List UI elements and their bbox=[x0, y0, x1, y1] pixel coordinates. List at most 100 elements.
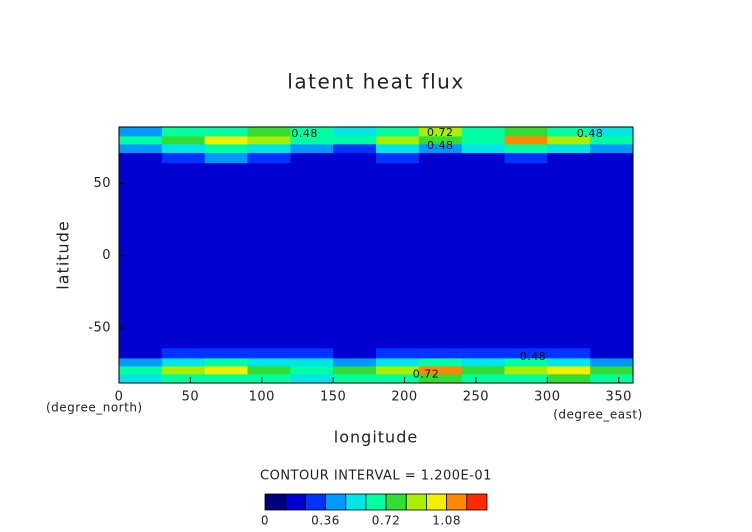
cell bbox=[418, 299, 463, 349]
cell bbox=[119, 358, 163, 367]
cell bbox=[461, 212, 505, 300]
x-axis-label: longitude bbox=[334, 428, 418, 447]
cell bbox=[247, 358, 291, 367]
cell bbox=[247, 366, 291, 375]
cell bbox=[590, 366, 634, 375]
cell bbox=[418, 374, 463, 384]
cell bbox=[119, 136, 163, 145]
cell bbox=[461, 163, 505, 213]
cell bbox=[119, 127, 163, 137]
cell bbox=[376, 163, 420, 213]
contour-interval: CONTOUR INTERVAL = 1.200E-01 bbox=[260, 469, 492, 484]
x-tick-label: 0 bbox=[115, 390, 124, 405]
x-tick-label: 100 bbox=[249, 390, 275, 405]
cell bbox=[590, 144, 634, 154]
colorbar-box bbox=[446, 493, 468, 511]
cell bbox=[161, 299, 206, 349]
colorbar-box bbox=[405, 493, 427, 511]
cell bbox=[204, 144, 248, 154]
field bbox=[119, 127, 634, 384]
cell bbox=[247, 212, 291, 300]
x-tick-label: 250 bbox=[463, 390, 489, 405]
x-tick-label: 50 bbox=[182, 390, 200, 405]
cell bbox=[547, 348, 591, 359]
cell bbox=[590, 299, 634, 349]
cell bbox=[247, 163, 291, 213]
cell bbox=[461, 299, 505, 349]
cell bbox=[504, 136, 548, 145]
y-tick-label: 0 bbox=[102, 248, 111, 263]
cell bbox=[119, 212, 163, 300]
cell bbox=[247, 299, 291, 349]
cell bbox=[290, 366, 334, 375]
cell bbox=[247, 127, 291, 137]
cell bbox=[461, 153, 505, 164]
cell bbox=[333, 212, 377, 300]
cell bbox=[290, 136, 334, 145]
contour-label: 0.72 bbox=[427, 126, 454, 139]
x-tick-label: 150 bbox=[320, 390, 346, 405]
cell bbox=[204, 163, 248, 213]
cell bbox=[547, 163, 591, 213]
cell bbox=[290, 153, 334, 164]
cell bbox=[504, 153, 548, 164]
cell bbox=[290, 163, 334, 213]
cell bbox=[247, 136, 291, 145]
cell bbox=[333, 153, 377, 164]
cell bbox=[247, 348, 291, 359]
cell bbox=[204, 127, 248, 137]
cell bbox=[547, 366, 591, 375]
cell bbox=[418, 358, 463, 367]
cell bbox=[461, 348, 505, 359]
cell bbox=[119, 299, 163, 349]
cell bbox=[119, 348, 163, 359]
cell bbox=[333, 163, 377, 213]
cell bbox=[376, 374, 420, 384]
x-tick-label: 350 bbox=[606, 390, 632, 405]
cell bbox=[119, 366, 163, 375]
cell bbox=[290, 374, 334, 384]
cell bbox=[204, 366, 248, 375]
cell bbox=[504, 366, 548, 375]
cell bbox=[376, 144, 420, 154]
cell bbox=[547, 358, 591, 367]
cell bbox=[204, 348, 248, 359]
colorbar-tick-label: 0.72 bbox=[372, 514, 401, 528]
cell bbox=[161, 136, 206, 145]
cell bbox=[504, 212, 548, 300]
cell bbox=[161, 212, 206, 300]
cell bbox=[504, 358, 548, 367]
contour-label: 0.48 bbox=[427, 139, 454, 152]
colorbar-tick-label: 0 bbox=[261, 514, 269, 528]
cell bbox=[161, 153, 206, 164]
cell bbox=[119, 144, 163, 154]
cell bbox=[333, 348, 377, 359]
cell bbox=[504, 299, 548, 349]
cell bbox=[204, 299, 248, 349]
cell bbox=[504, 163, 548, 213]
x-tick-label: 200 bbox=[391, 390, 417, 405]
cell bbox=[376, 299, 420, 349]
cell bbox=[333, 299, 377, 349]
cell bbox=[119, 163, 163, 213]
plot-frame bbox=[118, 126, 634, 384]
y-tick-label: -50 bbox=[88, 321, 111, 336]
cell bbox=[504, 374, 548, 384]
cell bbox=[504, 127, 548, 137]
cell bbox=[376, 212, 420, 300]
cell bbox=[418, 144, 463, 154]
contour-label: 0.48 bbox=[577, 127, 604, 140]
cell bbox=[590, 153, 634, 164]
cell bbox=[376, 358, 420, 367]
cell bbox=[418, 348, 463, 359]
cell bbox=[290, 144, 334, 154]
cell bbox=[590, 212, 634, 300]
cell bbox=[290, 212, 334, 300]
colorbar-box bbox=[325, 493, 347, 511]
cell bbox=[418, 153, 463, 164]
cell bbox=[333, 127, 377, 137]
cell bbox=[247, 374, 291, 384]
cell bbox=[504, 348, 548, 359]
cell bbox=[461, 127, 505, 137]
